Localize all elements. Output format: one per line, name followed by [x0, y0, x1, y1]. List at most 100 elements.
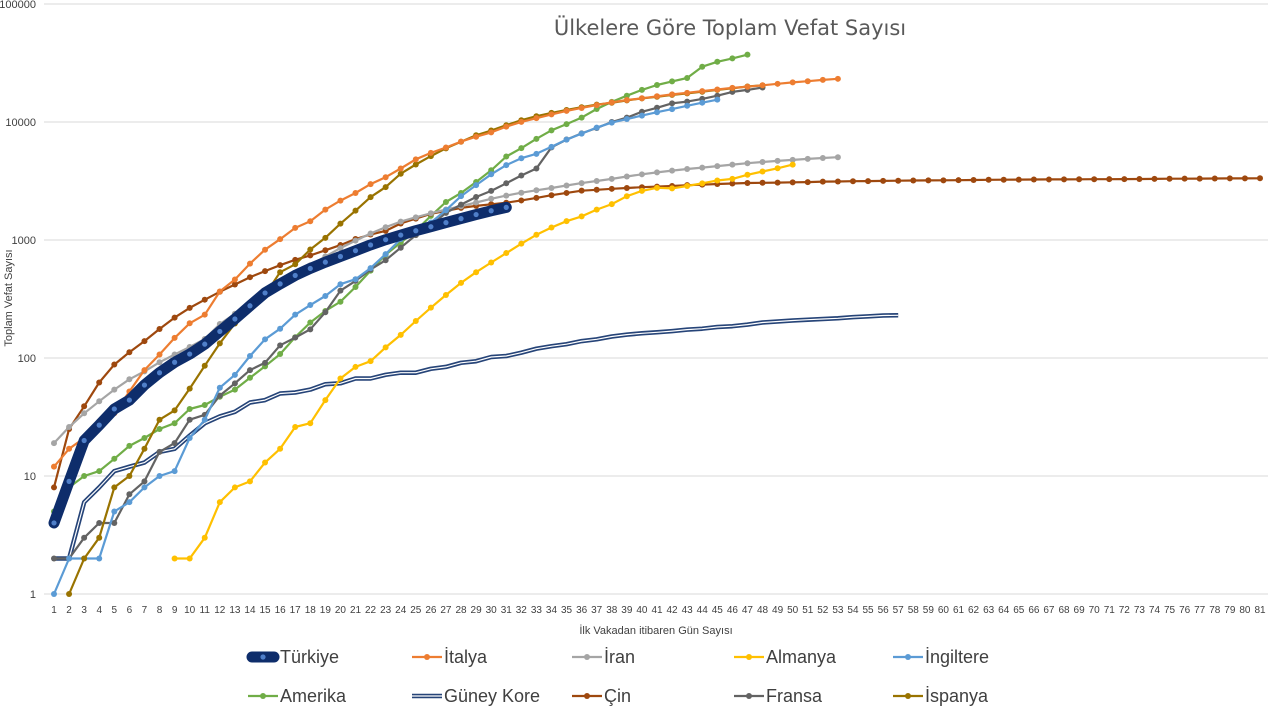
- data-point: [774, 80, 781, 87]
- data-point: [141, 445, 148, 452]
- x-tick-label: 20: [335, 605, 347, 616]
- x-tick-label: 49: [772, 605, 784, 616]
- data-point: [156, 416, 163, 423]
- data-point: [307, 246, 314, 253]
- x-tick-label: 46: [727, 605, 739, 616]
- data-point: [81, 437, 87, 444]
- data-point: [216, 340, 223, 347]
- data-point: [684, 74, 691, 81]
- data-point: [231, 386, 238, 393]
- data-point: [865, 178, 872, 185]
- data-point: [533, 187, 540, 194]
- data-point: [352, 363, 359, 370]
- x-tick-label: 61: [953, 605, 965, 616]
- data-point: [1181, 175, 1188, 182]
- legend-marker: [260, 654, 266, 660]
- data-point: [533, 165, 540, 172]
- data-point: [322, 247, 329, 254]
- x-tick-label: 63: [983, 605, 995, 616]
- data-point: [834, 178, 841, 185]
- data-point: [307, 319, 314, 326]
- data-point: [277, 262, 284, 269]
- legend-item-Çin: Çin: [572, 686, 631, 706]
- data-point: [910, 177, 917, 184]
- data-point: [307, 252, 314, 259]
- data-point: [669, 78, 676, 85]
- data-point: [262, 359, 269, 366]
- data-point: [1015, 176, 1022, 183]
- data-point: [322, 293, 329, 300]
- data-point: [1226, 175, 1233, 182]
- x-tick-label: 42: [667, 605, 679, 616]
- data-point: [111, 455, 118, 462]
- legend-item-İran: İran: [572, 647, 635, 667]
- x-tick-label: 10: [184, 605, 196, 616]
- data-point: [156, 351, 163, 358]
- data-point: [578, 130, 585, 137]
- data-point: [759, 158, 766, 165]
- x-tick-label: 59: [923, 605, 935, 616]
- data-point: [141, 367, 148, 374]
- data-point: [563, 136, 570, 143]
- data-point: [382, 257, 389, 264]
- data-point: [216, 288, 223, 295]
- x-tick-label: 5: [112, 605, 118, 616]
- data-point: [608, 175, 615, 182]
- data-point: [337, 197, 344, 204]
- series-Almanya: [171, 161, 796, 562]
- data-point: [367, 194, 374, 201]
- data-point: [548, 127, 555, 134]
- data-point: [96, 555, 103, 562]
- data-point: [292, 261, 299, 268]
- x-tick-label: 14: [244, 605, 256, 616]
- legend-marker: [584, 693, 590, 699]
- data-point: [262, 268, 269, 275]
- x-tick-label: 24: [395, 605, 407, 616]
- x-tick-label: 78: [1209, 605, 1221, 616]
- data-point: [246, 367, 253, 374]
- x-tick-label: 15: [259, 605, 271, 616]
- data-point: [412, 156, 419, 163]
- x-tick-label: 34: [546, 605, 558, 616]
- data-point: [684, 102, 691, 109]
- data-point: [533, 150, 540, 157]
- data-point: [623, 173, 630, 180]
- data-point: [171, 555, 178, 562]
- data-point: [669, 100, 676, 107]
- data-point: [563, 182, 570, 189]
- x-tick-label: 9: [172, 605, 178, 616]
- data-point: [397, 170, 404, 177]
- data-point: [442, 207, 449, 214]
- data-point: [247, 303, 253, 309]
- data-point: [1257, 175, 1263, 182]
- data-point: [1241, 175, 1248, 182]
- data-point: [548, 111, 555, 118]
- data-point: [1166, 175, 1173, 182]
- data-point: [81, 403, 88, 410]
- data-point: [488, 195, 495, 202]
- data-point: [352, 276, 359, 283]
- x-tick-label: 69: [1074, 605, 1086, 616]
- x-tick-label: 51: [802, 605, 814, 616]
- x-tick-label: 21: [350, 605, 362, 616]
- data-point: [413, 228, 419, 234]
- y-tick-label: 1: [30, 589, 36, 601]
- data-point: [1000, 176, 1007, 183]
- x-tick-label: 58: [908, 605, 920, 616]
- legend-item-İtalya: İtalya: [412, 647, 488, 667]
- legend-label: Güney Kore: [444, 686, 540, 706]
- x-tick-label: 44: [697, 605, 709, 616]
- x-tick-label: 26: [425, 605, 437, 616]
- data-point: [1121, 176, 1128, 183]
- data-point: [231, 371, 238, 378]
- x-tick-label: 66: [1028, 605, 1040, 616]
- data-point: [111, 508, 118, 515]
- x-tick-label: 47: [742, 605, 754, 616]
- data-point: [1196, 175, 1203, 182]
- data-point: [427, 210, 434, 217]
- data-point: [623, 92, 630, 99]
- data-point: [548, 224, 555, 231]
- data-point: [654, 109, 660, 116]
- data-point: [367, 242, 374, 248]
- data-point: [322, 234, 329, 241]
